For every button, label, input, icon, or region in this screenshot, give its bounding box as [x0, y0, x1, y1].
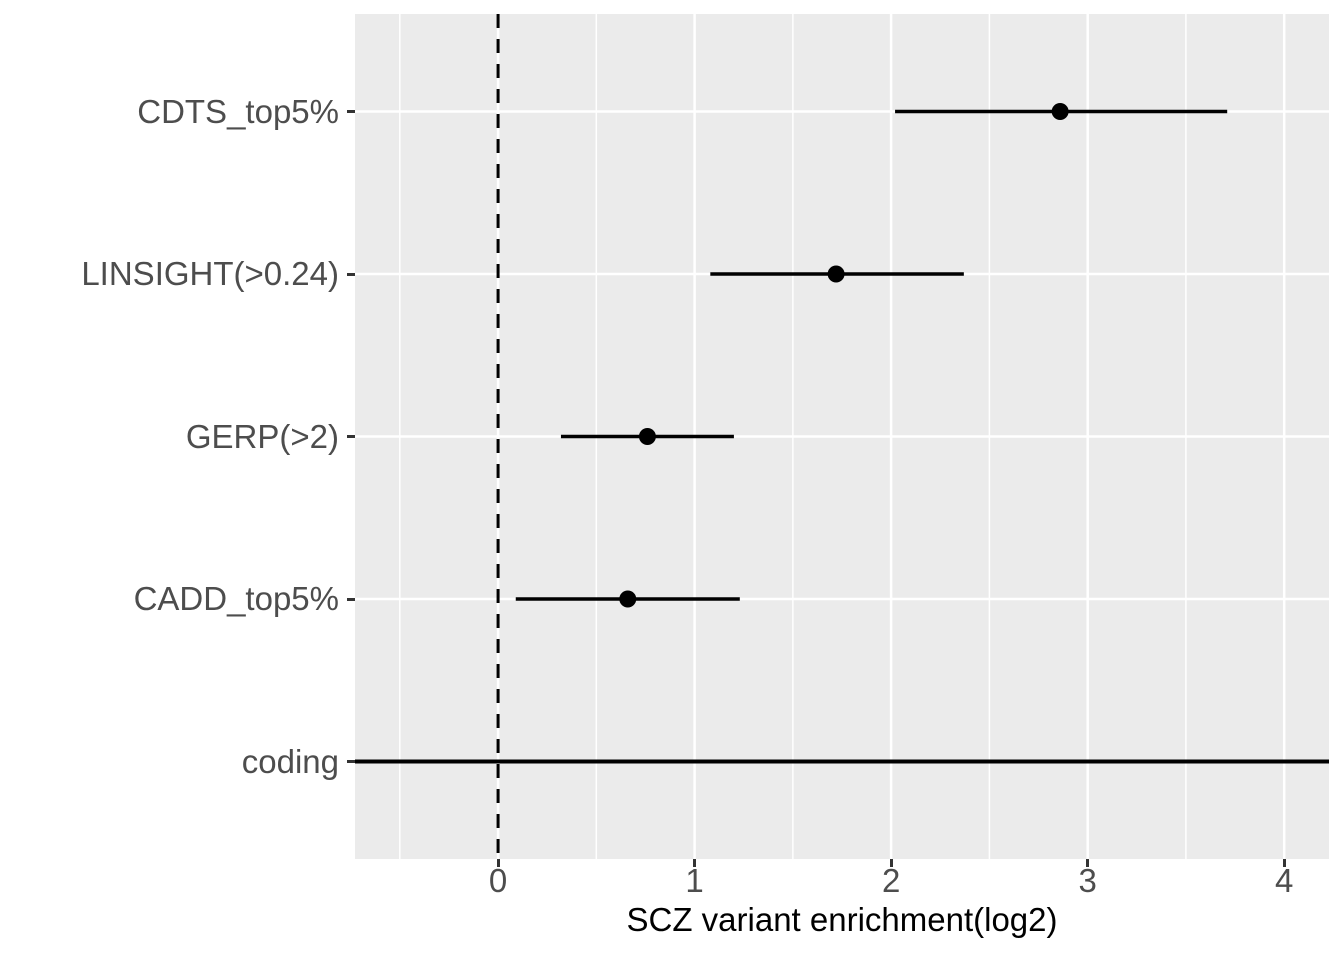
point-estimate: [638, 428, 656, 445]
plot-panel: [355, 14, 1329, 859]
y-tick-mark: [347, 760, 355, 763]
x-tick-label: 0: [488, 862, 508, 899]
y-tick-label: GERP(>2): [185, 417, 339, 455]
y-tick-label: coding: [241, 742, 339, 780]
y-tick-label: CADD_top5%: [133, 580, 339, 617]
plot-canvas: [355, 14, 1329, 859]
y-tick-label: CDTS_top5%: [137, 92, 339, 130]
y-tick-label: LINSIGHT(>0.24): [81, 255, 339, 292]
x-tick-mark: [1086, 859, 1090, 867]
x-tick-label: 4: [1275, 862, 1294, 899]
y-tick-mark: [347, 272, 355, 276]
point-estimate: [619, 590, 637, 608]
x-tick-label: 2: [881, 862, 901, 899]
x-tick-mark: [496, 859, 500, 867]
point-estimate: [827, 265, 845, 283]
y-tick-mark: [347, 110, 355, 113]
x-tick-mark: [889, 859, 893, 867]
y-tick-mark: [347, 597, 355, 601]
y-tick-mark: [347, 435, 355, 438]
x-tick-mark: [693, 859, 697, 867]
x-axis-title: SCZ variant enrichment(log2): [626, 901, 1058, 938]
point-estimate: [1051, 103, 1069, 120]
x-tick-label: 1: [685, 862, 704, 899]
x-tick-label: 3: [1078, 862, 1097, 899]
x-tick-mark: [1282, 859, 1286, 867]
